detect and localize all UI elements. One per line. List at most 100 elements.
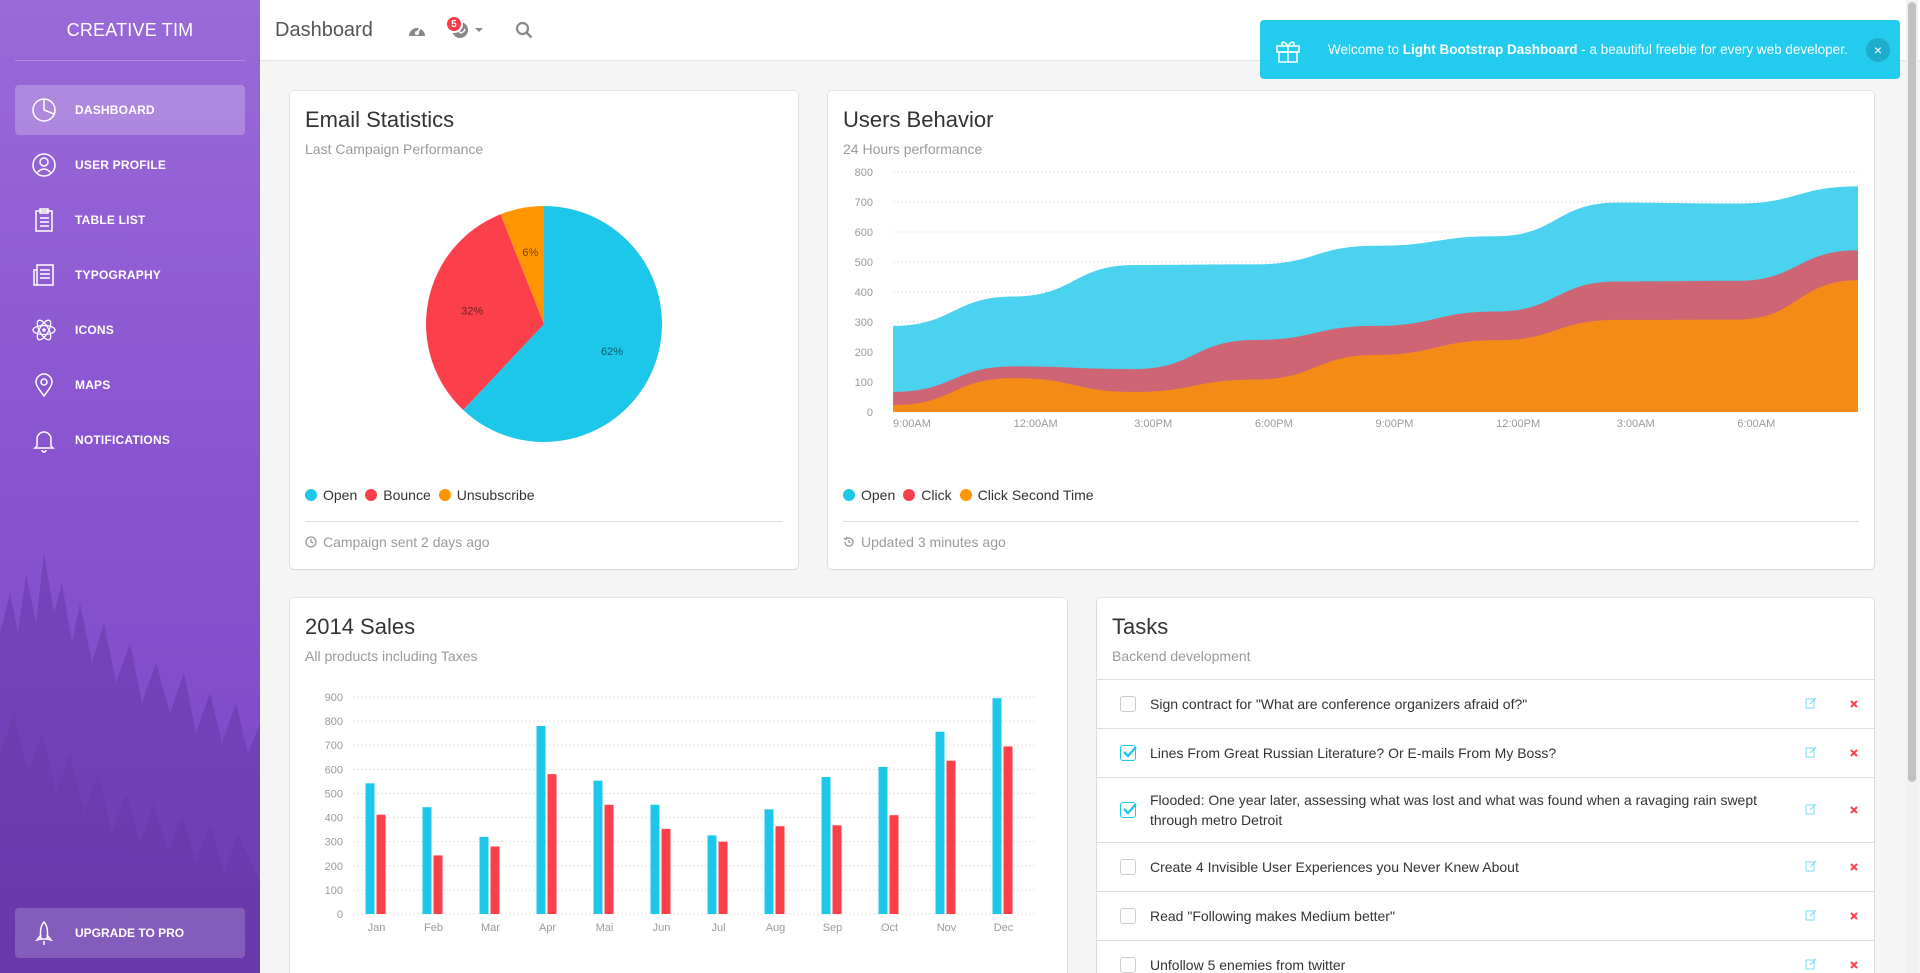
bar-jan-series-1 [365, 783, 375, 914]
y-tick-label: 400 [325, 813, 343, 825]
bar-sep-series-1 [821, 777, 831, 914]
x-tick-label: Feb [424, 922, 443, 934]
task-actions [1805, 745, 1859, 761]
y-tick-label: 100 [325, 885, 343, 897]
y-tick-label: 100 [855, 377, 873, 389]
card-subtitle: Last Campaign Performance [305, 141, 484, 157]
upgrade-to-pro-button[interactable]: UPGRADE TO PRO [15, 908, 245, 958]
legend-item-open: Open [843, 487, 895, 503]
sidebar-item-notifications[interactable]: NOTIFICATIONS [15, 415, 245, 465]
sidebar-nav: DASHBOARD USER PROFILE TABLE LIST TYPOGR… [0, 61, 260, 465]
search-icon[interactable] [515, 21, 533, 39]
bar-mai-series-2 [604, 804, 614, 914]
x-tick-label: Jun [653, 922, 671, 934]
forest-background-image [0, 553, 260, 973]
page-title[interactable]: Dashboard [275, 18, 373, 41]
sidebar-item-dashboard[interactable]: DASHBOARD [15, 85, 245, 135]
dashboard-gauge-icon[interactable] [407, 21, 427, 39]
bar-jan-series-2 [376, 814, 386, 914]
bar-feb-series-1 [422, 807, 432, 914]
task-row: Unfollow 5 enemies from twitter [1097, 941, 1874, 973]
task-text: Unfollow 5 enemies from twitter [1150, 957, 1346, 973]
news-paper-icon [30, 261, 58, 289]
remove-icon[interactable] [1849, 957, 1859, 973]
legend-item-open: Open [305, 487, 357, 503]
scrollbar-thumb[interactable] [1908, 2, 1916, 782]
sales-bar-chart: 0 100 200 300 400 500 600 700 800 900 Jan Feb Mar Apr… [325, 692, 1037, 934]
card-footer: Updated 3 minutes ago [843, 521, 1859, 550]
task-checkbox[interactable] [1120, 802, 1137, 818]
task-row: Flooded: One year later, assessing what … [1097, 778, 1874, 843]
bar-dec-series-1 [992, 698, 1002, 914]
chart-legend: Open Bounce Unsubscribe [305, 487, 543, 503]
clock-icon [305, 536, 317, 548]
bar-feb-series-2 [433, 855, 443, 914]
remove-icon[interactable] [1849, 696, 1859, 712]
task-actions [1805, 957, 1859, 973]
globe-notifications-dropdown[interactable]: 5 [444, 15, 483, 39]
bell-icon [30, 426, 58, 454]
edit-icon[interactable] [1805, 697, 1817, 712]
y-tick-label: 200 [855, 347, 873, 359]
bar-dec-series-2 [1003, 746, 1013, 914]
task-checkbox[interactable] [1120, 859, 1136, 875]
edit-icon[interactable] [1805, 909, 1817, 924]
sidebar-item-icons[interactable]: ICONS [15, 305, 245, 355]
task-checkbox[interactable] [1120, 696, 1136, 712]
sidebar: CREATIVE TIM DASHBOARD USER PROFILE TABL… [0, 0, 260, 973]
task-text: Sign contract for "What are conference o… [1150, 696, 1528, 712]
close-notification-button[interactable]: × [1866, 38, 1890, 62]
gift-icon [1274, 36, 1304, 64]
sidebar-item-typography[interactable]: TYPOGRAPHY [15, 250, 245, 300]
rocket-icon [30, 919, 58, 947]
sidebar-item-table-list[interactable]: TABLE LIST [15, 195, 245, 245]
task-actions [1805, 908, 1859, 924]
brand-logo-text[interactable]: CREATIVE TIM [15, 0, 245, 61]
y-tick-label: 600 [325, 764, 343, 776]
upgrade-label: UPGRADE TO PRO [75, 926, 185, 940]
remove-icon[interactable] [1849, 908, 1859, 924]
remove-icon[interactable] [1849, 802, 1859, 818]
page-scrollbar[interactable] [1906, 0, 1918, 973]
edit-icon[interactable] [1805, 860, 1817, 875]
task-text: Create 4 Invisible User Experiences you … [1150, 859, 1519, 875]
task-checkbox[interactable] [1120, 957, 1136, 973]
user-icon [30, 151, 58, 179]
bar-jun-series-1 [650, 804, 660, 914]
bar-aug-series-1 [764, 809, 774, 914]
area-series-click-second-time [893, 280, 1858, 412]
users-behavior-card: Users Behavior 24 Hours performance 0 100… [828, 91, 1874, 569]
remove-icon[interactable] [1849, 745, 1859, 761]
edit-icon[interactable] [1805, 958, 1817, 973]
x-tick-label: 6:00AM [1737, 418, 1775, 430]
sidebar-item-user-profile[interactable]: USER PROFILE [15, 140, 245, 190]
sidebar-item-label: ICONS [75, 323, 115, 337]
task-checkbox[interactable] [1120, 745, 1137, 761]
bar-apr-series-2 [547, 774, 557, 914]
task-row: Create 4 Invisible User Experiences you … [1097, 843, 1874, 892]
x-tick-label: 6:00PM [1255, 418, 1293, 430]
x-tick-label: Oct [881, 922, 898, 934]
x-tick-label: Nov [937, 922, 957, 934]
close-icon: × [1873, 42, 1883, 58]
task-text: Flooded: One year later, assessing what … [1150, 792, 1758, 828]
pie-slice-label: 6% [522, 247, 538, 259]
remove-icon[interactable] [1849, 859, 1859, 875]
task-checkbox[interactable] [1120, 908, 1136, 924]
bar-aug-series-2 [775, 826, 785, 914]
edit-icon[interactable] [1805, 746, 1817, 761]
notification-message: Welcome to Light Bootstrap Dashboard - a… [1328, 42, 1848, 57]
map-pin-icon [30, 371, 58, 399]
caret-down-icon [474, 28, 483, 32]
tasks-card: Tasks Backend development Sign contract … [1097, 598, 1874, 973]
card-subtitle: 24 Hours performance [843, 141, 983, 157]
footer-text: Campaign sent 2 days ago [323, 534, 490, 550]
task-row: Sign contract for "What are conference o… [1097, 680, 1874, 729]
y-tick-label: 0 [867, 407, 873, 419]
sidebar-item-label: DASHBOARD [75, 103, 155, 117]
pie-slice-label: 62% [601, 346, 623, 358]
y-tick-label: 500 [855, 257, 873, 269]
edit-icon[interactable] [1805, 803, 1817, 818]
footer-text: Updated 3 minutes ago [861, 534, 1006, 550]
sidebar-item-maps[interactable]: MAPS [15, 360, 245, 410]
